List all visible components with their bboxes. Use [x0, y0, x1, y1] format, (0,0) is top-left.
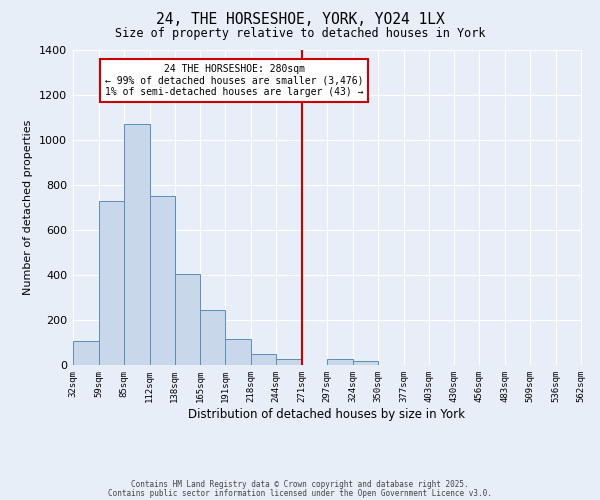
Bar	[353, 360, 378, 365]
Y-axis label: Number of detached properties: Number of detached properties	[23, 120, 34, 295]
Bar	[251, 354, 276, 365]
Bar	[276, 360, 302, 365]
Bar	[73, 342, 99, 365]
Bar	[175, 274, 200, 365]
Text: Contains HM Land Registry data © Crown copyright and database right 2025.: Contains HM Land Registry data © Crown c…	[131, 480, 469, 489]
Text: 24 THE HORSESHOE: 280sqm
← 99% of detached houses are smaller (3,476)
1% of semi: 24 THE HORSESHOE: 280sqm ← 99% of detach…	[105, 64, 363, 96]
Text: Contains public sector information licensed under the Open Government Licence v3: Contains public sector information licen…	[108, 488, 492, 498]
Text: Size of property relative to detached houses in York: Size of property relative to detached ho…	[115, 28, 485, 40]
Bar	[327, 360, 353, 365]
Bar	[200, 310, 226, 365]
Bar	[124, 124, 149, 365]
Bar	[99, 200, 124, 365]
Bar	[226, 339, 251, 365]
Bar	[149, 196, 175, 365]
X-axis label: Distribution of detached houses by size in York: Distribution of detached houses by size …	[188, 408, 466, 420]
Text: 24, THE HORSESHOE, YORK, YO24 1LX: 24, THE HORSESHOE, YORK, YO24 1LX	[155, 12, 445, 28]
